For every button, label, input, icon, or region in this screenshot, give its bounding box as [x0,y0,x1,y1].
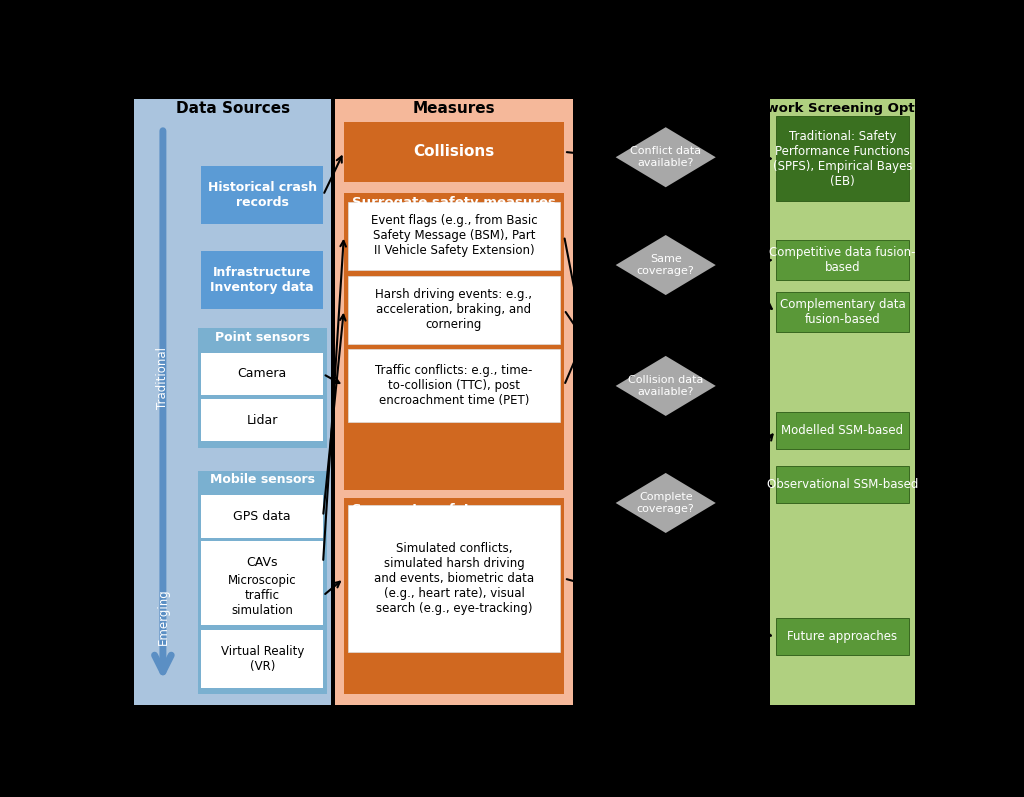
FancyBboxPatch shape [348,349,560,422]
Text: Network Screening Options: Network Screening Options [739,102,945,116]
Text: Data Sources: Data Sources [175,101,290,116]
Text: Future approaches: Future approaches [787,630,897,643]
FancyBboxPatch shape [776,618,909,655]
FancyBboxPatch shape [770,100,915,705]
Text: Emerging: Emerging [157,588,169,646]
Polygon shape [615,356,716,416]
Text: Infrastructure
Inventory data: Infrastructure Inventory data [210,266,314,294]
FancyBboxPatch shape [348,276,560,344]
FancyBboxPatch shape [202,167,323,224]
Text: Complete
coverage?: Complete coverage? [637,493,694,514]
Text: Mobile sensors: Mobile sensors [210,473,314,486]
FancyBboxPatch shape [776,412,909,449]
Text: Complementary data
fusion-based: Complementary data fusion-based [779,298,905,326]
Text: CAVs: CAVs [247,556,278,569]
Text: Competitive data fusion-
based: Competitive data fusion- based [769,245,915,273]
Text: Surrogate safety measures
(SSM): Surrogate safety measures (SSM) [352,196,556,225]
FancyBboxPatch shape [344,194,564,490]
FancyBboxPatch shape [198,471,327,590]
FancyBboxPatch shape [202,353,323,395]
FancyBboxPatch shape [348,505,560,652]
FancyBboxPatch shape [202,251,323,309]
FancyBboxPatch shape [335,100,573,705]
Text: Modelled SSM-based: Modelled SSM-based [781,424,903,437]
Text: Camera: Camera [238,367,287,380]
FancyBboxPatch shape [344,122,564,182]
Text: Harsh driving events: e.g.,
acceleration, braking, and
cornering: Harsh driving events: e.g., acceleration… [376,289,532,332]
Text: Traditional: Traditional [157,347,169,409]
FancyBboxPatch shape [134,100,331,705]
Text: Event flags (e.g., from Basic
Safety Message (BSM), Part
II Vehicle Safety Exten: Event flags (e.g., from Basic Safety Mes… [371,214,538,257]
Text: Virtual Reality
(VR): Virtual Reality (VR) [220,645,304,673]
FancyBboxPatch shape [776,116,909,201]
FancyBboxPatch shape [776,292,909,332]
FancyBboxPatch shape [776,466,909,503]
FancyBboxPatch shape [344,497,564,694]
Text: GPS data: GPS data [233,510,291,523]
FancyBboxPatch shape [198,544,327,694]
Text: Collisions: Collisions [414,144,495,159]
FancyBboxPatch shape [202,630,323,688]
Text: Microscopic
traffic
simulation: Microscopic traffic simulation [228,575,297,617]
FancyBboxPatch shape [198,328,327,448]
Polygon shape [615,473,716,533]
Text: Collision data
available?: Collision data available? [628,375,703,397]
Text: Measures: Measures [413,101,496,116]
FancyBboxPatch shape [202,495,323,538]
Text: Lidar: Lidar [247,414,278,426]
Text: Surrogate safety measures
(SSM) from simulations: Surrogate safety measures (SSM) from sim… [352,503,556,531]
FancyBboxPatch shape [202,399,323,442]
FancyBboxPatch shape [202,541,323,584]
FancyBboxPatch shape [202,567,323,625]
Text: Point sensors: Point sensors [215,331,309,344]
Text: Conflict data
available?: Conflict data available? [630,147,701,168]
Text: Simulated conflicts,
simulated harsh driving
and events, biometric data
(e.g., h: Simulated conflicts, simulated harsh dri… [374,542,535,615]
Text: Observational SSM-based: Observational SSM-based [767,478,919,491]
Text: Traffic conflicts: e.g., time-
to-collision (TTC), post
encroachment time (PET): Traffic conflicts: e.g., time- to-collis… [375,364,532,407]
FancyBboxPatch shape [348,202,560,269]
Polygon shape [615,235,716,295]
Polygon shape [615,128,716,187]
Text: Traditional: Safety
Performance Functions
(SPFS), Empirical Bayes
(EB): Traditional: Safety Performance Function… [773,130,912,188]
Text: Historical crash
records: Historical crash records [208,182,316,210]
Text: Same
coverage?: Same coverage? [637,254,694,276]
FancyBboxPatch shape [776,240,909,280]
Text: Simulation: Simulation [224,547,300,559]
